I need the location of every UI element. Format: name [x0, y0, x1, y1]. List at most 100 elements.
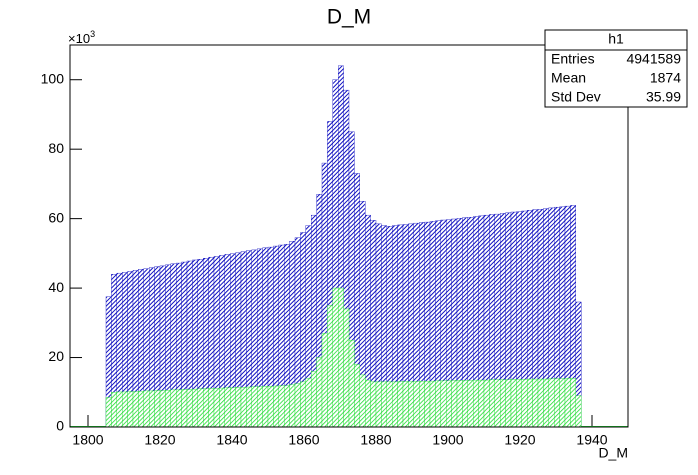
bar — [429, 380, 436, 428]
bar — [543, 378, 550, 428]
bar — [116, 391, 123, 428]
x-tick-label: 1820 — [144, 432, 175, 448]
bar — [413, 381, 420, 428]
y-tick-label: 0 — [56, 418, 64, 434]
bar — [570, 378, 577, 428]
bar — [516, 379, 523, 428]
y-tick-label: 60 — [48, 209, 64, 225]
bar — [192, 388, 198, 428]
bar — [365, 379, 371, 428]
bar — [202, 388, 209, 428]
y-multiplier: ×103 — [68, 29, 95, 46]
bar — [197, 388, 204, 428]
bar — [381, 381, 387, 428]
x-tick-label: 1860 — [288, 432, 319, 448]
bar — [219, 387, 225, 428]
bar — [305, 378, 312, 428]
x-tick-label: 1900 — [432, 432, 463, 448]
bar — [186, 389, 193, 428]
bar — [143, 390, 150, 428]
bar — [489, 379, 495, 428]
bar — [359, 374, 366, 428]
bar — [208, 388, 215, 428]
x-tick-label: 1940 — [576, 432, 607, 448]
bar — [564, 378, 571, 428]
bar — [537, 378, 544, 428]
bar — [154, 390, 161, 428]
bar — [548, 378, 555, 428]
bar — [121, 391, 128, 428]
bar — [386, 381, 393, 428]
bar — [111, 392, 118, 428]
bar — [505, 379, 512, 428]
bar — [559, 378, 566, 428]
series — [105, 287, 582, 428]
bar — [175, 389, 182, 428]
bar — [105, 397, 112, 428]
bar — [213, 388, 220, 428]
bar — [451, 380, 458, 428]
bar — [127, 391, 134, 428]
bar — [424, 380, 431, 428]
y-tick-label: 40 — [48, 279, 64, 295]
stats-value: 4941589 — [626, 51, 681, 67]
x-tick-label: 1880 — [360, 432, 391, 448]
x-axis-label: D_M — [598, 445, 628, 461]
bar — [370, 381, 377, 428]
bar — [527, 378, 533, 428]
bar — [348, 339, 355, 428]
bar — [321, 333, 328, 428]
bar — [316, 357, 323, 428]
bar — [440, 380, 447, 428]
bar — [375, 381, 382, 428]
bar — [554, 378, 560, 428]
bar — [170, 389, 177, 428]
bar — [500, 379, 506, 428]
bar — [575, 395, 582, 428]
bar — [532, 378, 539, 428]
bar — [257, 386, 263, 428]
bar — [284, 385, 290, 428]
bar — [483, 379, 490, 428]
bar — [224, 387, 231, 428]
bar — [392, 381, 398, 428]
bar — [494, 379, 501, 428]
x-tick-label: 1920 — [504, 432, 535, 448]
bar — [343, 308, 350, 428]
multiplier-base: ×10 — [68, 31, 90, 46]
frame — [69, 44, 629, 428]
stats-value: 35.99 — [646, 89, 681, 105]
bar — [300, 381, 306, 428]
stats-label: Mean — [551, 70, 586, 86]
bar — [138, 391, 144, 428]
stats-label: Entries — [551, 51, 595, 67]
bar — [408, 381, 414, 428]
stats-label: Std Dev — [551, 89, 601, 105]
bar — [397, 381, 404, 428]
bar — [273, 385, 279, 428]
bar — [229, 387, 236, 428]
y-tick-label: 80 — [48, 140, 64, 156]
stats-box — [544, 29, 688, 108]
bar — [338, 287, 344, 428]
x-tick-label: 1840 — [216, 432, 247, 448]
stats-title: h1 — [608, 31, 624, 47]
chart-title: D_M — [327, 6, 371, 29]
bar — [132, 391, 139, 428]
bar — [278, 385, 285, 428]
bar — [267, 386, 274, 428]
bar — [262, 386, 269, 428]
bar — [289, 384, 296, 428]
bar — [148, 390, 155, 428]
series — [105, 65, 582, 428]
bar — [246, 386, 252, 428]
bar — [181, 389, 188, 428]
bar — [235, 387, 242, 428]
bar — [446, 380, 452, 428]
bar — [478, 379, 485, 428]
bar — [456, 380, 463, 428]
bar — [294, 383, 301, 428]
stats-value: 1874 — [650, 70, 681, 86]
bar — [240, 387, 247, 428]
